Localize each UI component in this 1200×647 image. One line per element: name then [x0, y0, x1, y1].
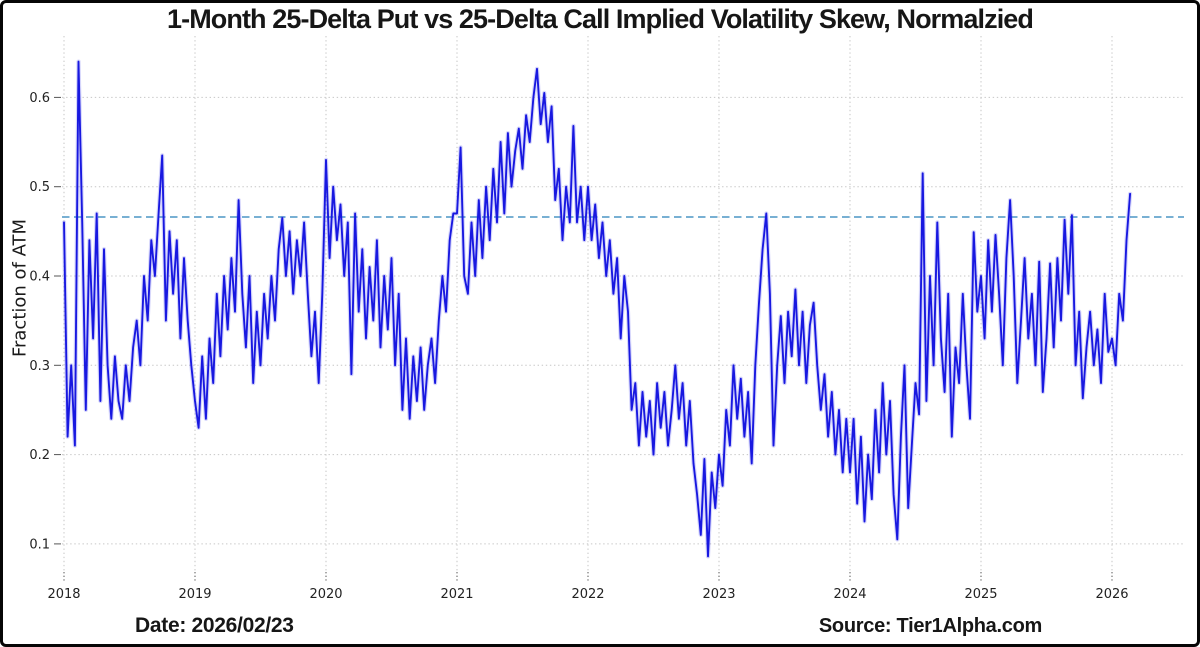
x-tick-label: 2022	[571, 587, 604, 602]
y-tick-label: 0.6	[29, 91, 50, 106]
skew-series-line	[63, 60, 1132, 558]
footer-date-label: Date: 2026/02/23	[135, 614, 294, 637]
x-tick-label: 2020	[309, 587, 342, 602]
x-tick-label: 2026	[1095, 587, 1128, 602]
x-tick-label: 2023	[702, 587, 735, 602]
y-tick-label: 0.3	[29, 359, 50, 374]
x-tick-label: 2025	[964, 587, 997, 602]
y-axis-title: Fraction of ATM	[9, 218, 31, 358]
x-tick-label: 2018	[47, 587, 80, 602]
footer-source-label: Source: Tier1Alpha.com	[818, 615, 1042, 637]
x-tick-label: 2021	[440, 587, 473, 602]
skew-series-glow	[61, 59, 1133, 559]
chart-title: 1-Month 25-Delta Put vs 25-Delta Call Im…	[166, 4, 1034, 34]
y-tick-label: 0.5	[29, 180, 50, 195]
x-tick-label: 2019	[178, 587, 211, 602]
y-tick-label: 0.4	[29, 270, 50, 285]
x-tick-label: 2024	[833, 587, 866, 602]
y-tick-label: 0.2	[29, 448, 50, 463]
y-tick-label: 0.1	[29, 537, 50, 552]
